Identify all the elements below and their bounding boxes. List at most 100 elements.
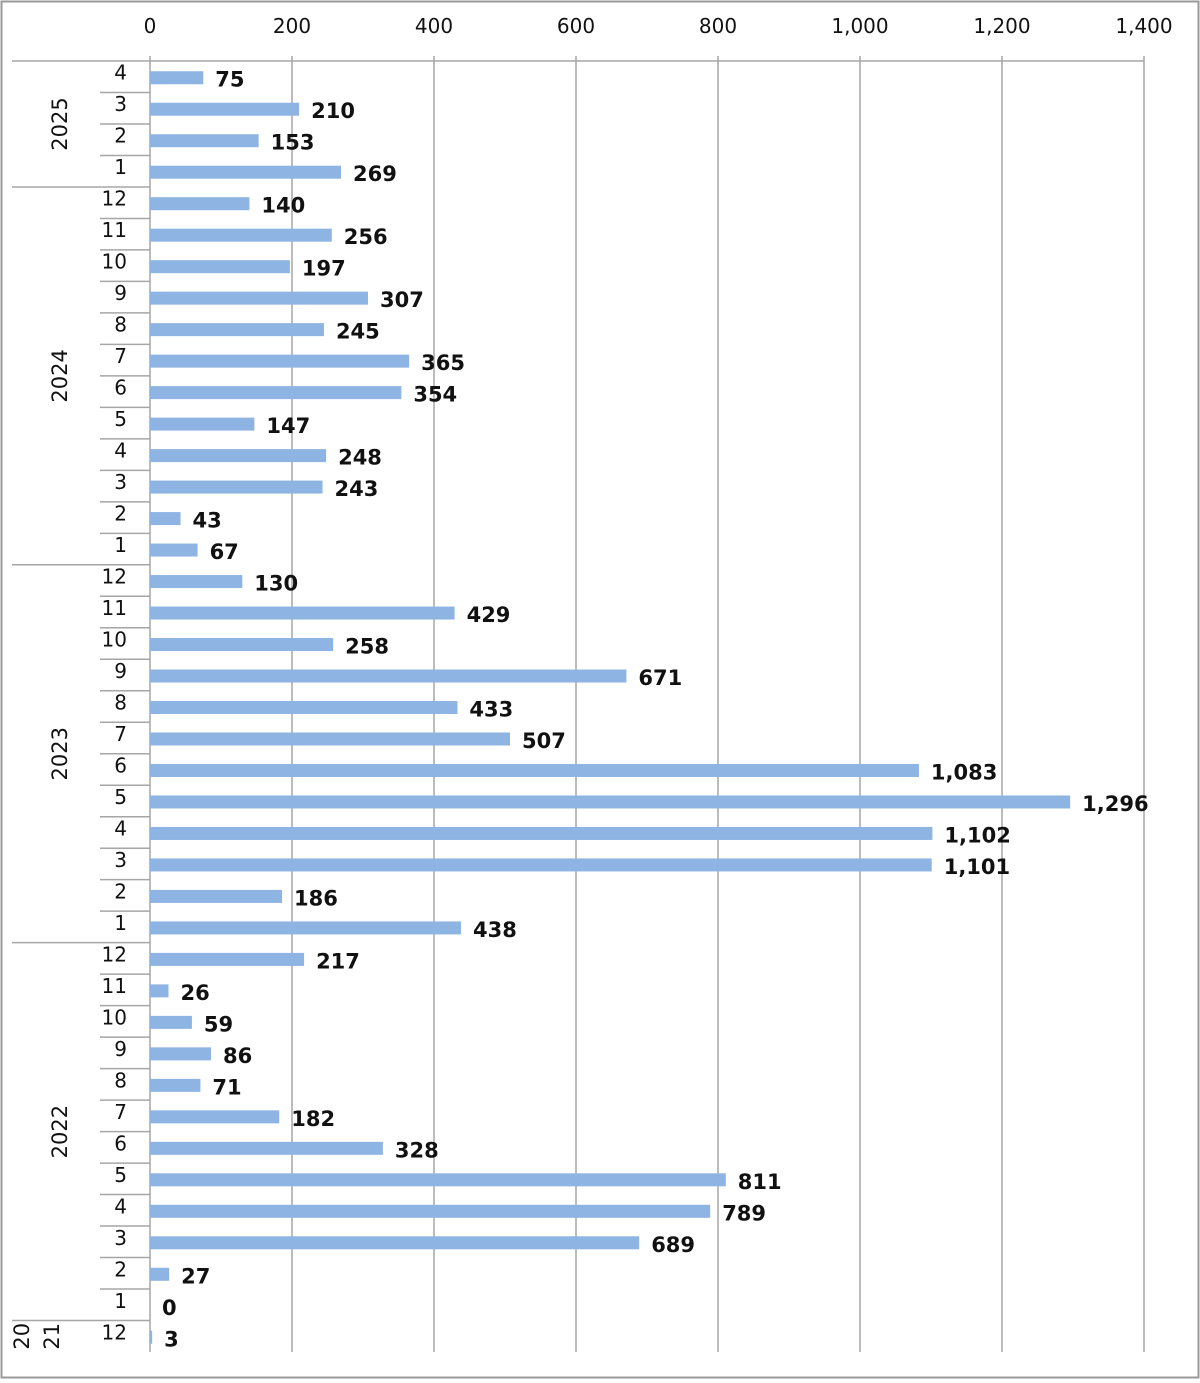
category-label: 2 [114, 1257, 127, 1281]
value-label: 243 [335, 477, 379, 501]
category-label: 6 [114, 1131, 127, 1155]
bar-2022-5 [150, 1173, 726, 1187]
bar-2022-3 [150, 1236, 640, 1250]
group-label: 2023 [48, 727, 72, 780]
gridlines [291, 61, 1145, 1352]
bar-2024-6 [150, 386, 402, 400]
value-label: 217 [316, 949, 360, 973]
category-label: 5 [114, 407, 127, 431]
x-tick-label: 600 [557, 14, 595, 38]
category-label: 8 [114, 1068, 127, 1092]
value-label: 59 [204, 1012, 233, 1036]
value-label: 245 [336, 320, 380, 344]
category-label: 4 [114, 61, 127, 85]
category-label: 2 [114, 502, 127, 526]
value-label: 130 [254, 572, 298, 596]
category-label: 10 [102, 628, 127, 652]
group-label-part: 21 [40, 1323, 64, 1350]
category-label: 12 [102, 1320, 127, 1344]
axes [12, 56, 1145, 1352]
value-label: 258 [345, 635, 389, 659]
value-label: 67 [210, 540, 239, 564]
group-label-part: 20 [10, 1323, 34, 1350]
bar-2024-8 [150, 323, 324, 337]
value-label: 354 [413, 383, 457, 407]
category-label: 2 [114, 879, 127, 903]
bar-2024-7 [150, 354, 410, 368]
bar-2022-9 [150, 1047, 212, 1061]
value-label: 3 [164, 1327, 179, 1351]
group-label: 2024 [48, 349, 72, 402]
bar-2022-6 [150, 1141, 383, 1155]
x-tick-label: 800 [699, 14, 737, 38]
category-label: 9 [114, 281, 127, 305]
category-label: 11 [102, 596, 127, 620]
bar-2023-1 [150, 921, 461, 935]
bar-2022-2 [150, 1267, 170, 1281]
category-label: 5 [114, 1163, 127, 1187]
bar-2021-12 [150, 1330, 153, 1344]
bar-2023-5 [150, 795, 1071, 809]
category-label: 8 [114, 313, 127, 337]
category-label: 4 [114, 816, 127, 840]
value-label: 307 [380, 288, 424, 312]
bar-2025-2 [150, 134, 259, 148]
category-label: 12 [102, 187, 127, 211]
x-tick-label: 1,200 [973, 14, 1030, 38]
bar-2024-5 [150, 417, 255, 431]
x-tick-label: 1,000 [831, 14, 888, 38]
value-label: 429 [467, 603, 511, 627]
bar-2023-10 [150, 638, 334, 652]
category-label: 7 [114, 344, 127, 368]
bar-2022-10 [150, 1015, 192, 1029]
category-label: 1 [114, 1289, 127, 1313]
category-label: 7 [114, 1100, 127, 1124]
bar-2024-12 [150, 197, 250, 211]
bar-2023-12 [150, 575, 243, 589]
category-label: 11 [102, 974, 127, 998]
category-label: 1 [114, 911, 127, 935]
value-label: 1,102 [944, 823, 1010, 847]
category-label: 5 [114, 785, 127, 809]
x-tick-label: 200 [273, 14, 311, 38]
bar-2023-8 [150, 701, 458, 714]
bar-2023-6 [150, 763, 919, 777]
category-label: 9 [114, 659, 127, 683]
value-label: 1,101 [944, 855, 1010, 879]
value-label: 671 [638, 666, 682, 690]
category-label: 2 [114, 124, 127, 148]
value-label: 75 [215, 68, 244, 92]
bar-2022-11 [150, 984, 169, 998]
value-label: 269 [353, 162, 397, 186]
x-tick-label: 0 [144, 14, 157, 38]
bar-2022-12 [150, 952, 305, 966]
category-label: 12 [102, 942, 127, 966]
value-label: 43 [193, 509, 222, 533]
bar-2024-10 [150, 260, 290, 274]
value-label: 689 [651, 1233, 695, 1257]
value-label: 140 [261, 194, 305, 218]
bar-2025-3 [150, 102, 300, 116]
value-label: 210 [311, 99, 355, 123]
value-label: 186 [294, 886, 338, 910]
category-label: 10 [102, 1005, 127, 1029]
bar-2025-1 [150, 165, 341, 179]
bar-2025-4 [150, 71, 204, 85]
value-label: 26 [180, 981, 209, 1005]
category-label: 7 [114, 722, 127, 746]
bar-2023-3 [150, 858, 932, 872]
bar-2022-7 [150, 1110, 280, 1124]
category-label: 9 [114, 1037, 127, 1061]
value-label: 182 [291, 1107, 335, 1131]
category-label: 4 [114, 1194, 127, 1218]
category-label: 3 [114, 92, 127, 116]
category-label: 11 [102, 218, 127, 242]
x-tick-label: 1,400 [1115, 14, 1172, 38]
value-label: 1,296 [1082, 792, 1148, 816]
bar-2024-1 [150, 543, 198, 557]
value-label: 507 [522, 729, 566, 753]
value-label: 811 [738, 1170, 782, 1194]
